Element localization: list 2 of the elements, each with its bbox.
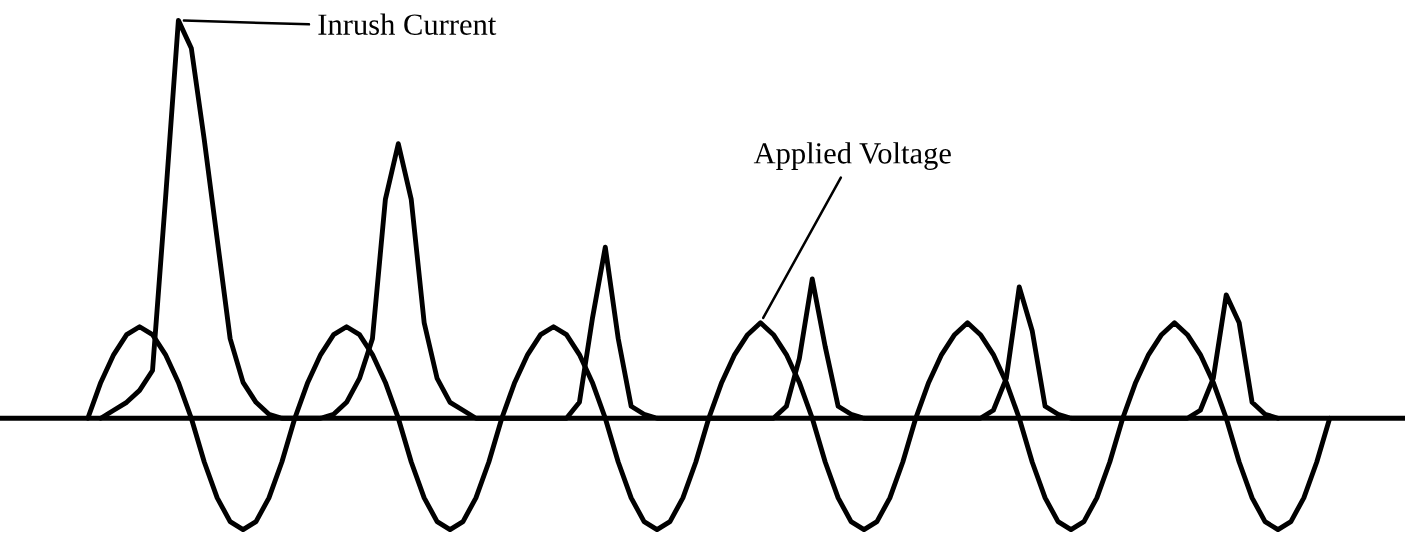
text: Applied Voltage — [753, 142, 951, 170]
legend-label: Inrush Current — [318, 13, 497, 35]
